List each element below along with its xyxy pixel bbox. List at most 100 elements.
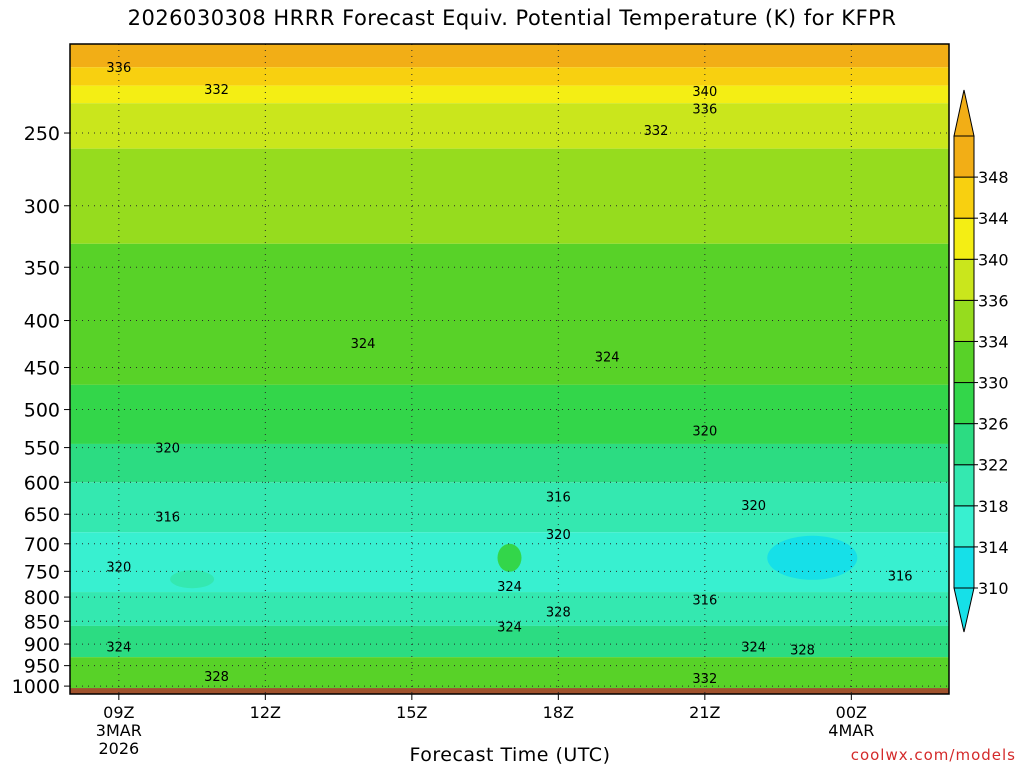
- y-tick-label: 750: [24, 561, 60, 583]
- colorbar-label: 318: [978, 497, 1009, 516]
- x-tick-label: 15Z: [396, 703, 427, 722]
- contour-label: 324: [497, 580, 522, 595]
- y-tick-label: 800: [24, 587, 60, 609]
- colorbar-label: 344: [978, 209, 1009, 228]
- color-bands: [70, 44, 949, 694]
- contour-label: 324: [106, 641, 131, 656]
- grid-lines: [70, 44, 949, 694]
- color-band: [70, 482, 949, 533]
- contour-label: 316: [888, 570, 913, 585]
- x-tick-label: 12Z: [250, 703, 281, 722]
- colorbar: 310 314 318 322 326 330 334 336 340 344 348: [953, 89, 1009, 633]
- contour-label: 320: [106, 561, 131, 576]
- color-band: [70, 443, 949, 483]
- contour-label: 324: [351, 337, 376, 352]
- cold-pocket: [170, 570, 215, 589]
- y-tick-label: 400: [24, 311, 60, 333]
- colorbar-label: 336: [978, 291, 1009, 310]
- colorbar-label: 340: [978, 250, 1009, 269]
- contour-label: 328: [204, 670, 229, 685]
- color-band: [70, 657, 949, 689]
- y-tick-label: 900: [24, 634, 60, 656]
- colorbar-swatch: [953, 464, 975, 507]
- colorbar-swatch: [953, 546, 975, 589]
- contour-label: 320: [741, 499, 766, 514]
- contour-label: 332: [692, 672, 717, 687]
- y-tick-label: 700: [24, 534, 60, 556]
- colorbar-swatch: [953, 382, 975, 425]
- y-tick-label: 500: [24, 400, 60, 422]
- colorbar-label: 326: [978, 415, 1009, 434]
- cold-pocket: [881, 547, 938, 580]
- x-tick-label: 09Z: [103, 703, 134, 722]
- credit-link[interactable]: coolwx.com/models: [850, 746, 1016, 764]
- color-band: [70, 44, 949, 68]
- colorbar-label: 330: [978, 374, 1009, 393]
- contour-label: 332: [644, 124, 669, 139]
- y-tick-label: 350: [24, 257, 60, 279]
- y-tick-label: 850: [24, 611, 60, 633]
- y-tick-label: 950: [24, 656, 60, 678]
- contour-label: 324: [741, 641, 766, 656]
- warm-pocket: [497, 543, 522, 572]
- y-tick-label: 550: [24, 438, 60, 460]
- colorbar-swatch: [953, 423, 975, 466]
- contour-label: 328: [546, 605, 571, 620]
- colorbar-swatch: [953, 176, 975, 219]
- contour-label: 332: [204, 83, 229, 98]
- color-band: [70, 592, 949, 626]
- x-tick-label: 2026: [98, 739, 139, 758]
- colorbar-label: 310: [978, 579, 1009, 598]
- contour-label: 320: [546, 528, 571, 543]
- colorbar-swatch: [953, 505, 975, 548]
- contour-label: 316: [546, 491, 571, 506]
- color-band: [70, 243, 949, 385]
- chart-title: 2026030308 HRRR Forecast Equiv. Potentia…: [127, 6, 897, 30]
- contour-label: 336: [692, 102, 717, 117]
- contour-label: 320: [155, 442, 180, 457]
- colorbar-swatch: [953, 258, 975, 301]
- contour-labels: 336 332 340 336 332 324 324 320 320 316 316 320 320 3…: [106, 61, 912, 687]
- colorbar-bottom-arrow: [953, 587, 975, 633]
- colorbar-label: 334: [978, 332, 1009, 351]
- x-tick-label: 3MAR: [96, 721, 142, 740]
- x-tick-label: 00Z: [836, 703, 867, 722]
- contour-label: 316: [692, 594, 717, 609]
- colorbar-swatch: [953, 299, 975, 342]
- y-tick-label: 300: [24, 196, 60, 218]
- plot-frame: [69, 43, 950, 695]
- contour-label: 324: [595, 351, 620, 366]
- cold-pocket: [767, 535, 858, 580]
- x-tick-label: 21Z: [689, 703, 720, 722]
- contour-label: 316: [155, 511, 180, 526]
- colorbar-top-arrow: [953, 89, 975, 137]
- contour-label: 324: [497, 620, 522, 635]
- x-tick-label: 4MAR: [828, 721, 874, 740]
- contour-label: 320: [692, 425, 717, 440]
- colorbar-swatch: [953, 340, 975, 384]
- x-tick-label: 18Z: [543, 703, 574, 722]
- colorbar-label: 314: [978, 538, 1009, 557]
- y-axis: 2503003504004505005506006507007508008509…: [12, 123, 70, 698]
- y-tick-label: 600: [24, 472, 60, 494]
- colorbar-swatch: [953, 135, 975, 178]
- x-axis-label: Forecast Time (UTC): [409, 744, 611, 766]
- colorbar-swatch: [953, 217, 975, 260]
- color-band: [70, 148, 949, 244]
- y-tick-label: 250: [24, 123, 60, 145]
- y-tick-label: 650: [24, 504, 60, 526]
- colorbar-label: 348: [978, 168, 1009, 187]
- contour-label: 340: [692, 85, 717, 100]
- ground: [70, 688, 949, 694]
- color-band: [70, 85, 949, 104]
- color-band: [70, 103, 949, 149]
- contour-label: 336: [106, 61, 131, 76]
- y-tick-label: 450: [24, 358, 60, 380]
- colorbar-label: 322: [978, 456, 1009, 475]
- color-band: [70, 67, 949, 86]
- color-band: [70, 384, 949, 444]
- color-band: [70, 625, 949, 658]
- y-tick-label: 1000: [12, 676, 60, 698]
